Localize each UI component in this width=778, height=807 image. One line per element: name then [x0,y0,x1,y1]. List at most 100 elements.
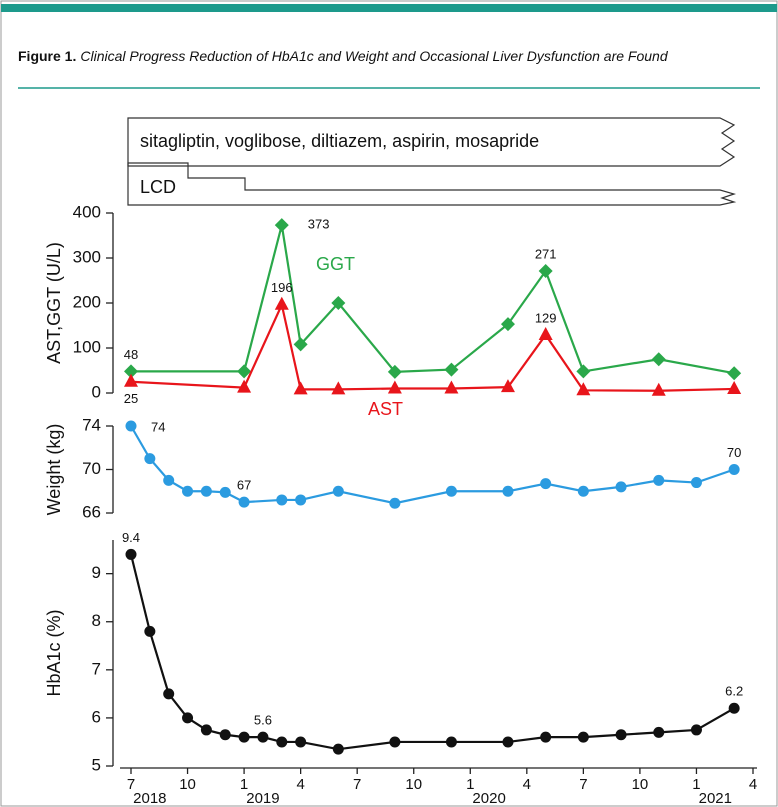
x-tick-label: 4 [749,776,757,793]
y-tick-label: 66 [82,502,101,521]
marker [690,724,702,736]
marker [727,380,742,394]
marker [276,736,288,748]
y-tick-label: 100 [73,337,101,356]
marker [125,420,137,432]
data-label: 9.4 [122,530,140,545]
marker [690,477,702,489]
figure-label: Figure 1. [18,48,76,64]
marker [331,296,346,310]
series-label: AST [368,399,403,419]
treatment-bar [127,117,736,167]
data-label: 271 [535,246,557,261]
marker [257,731,269,743]
marker [163,688,175,700]
y-axis-label: AST,GGT (U/L) [44,242,64,364]
y-tick-label: 400 [73,202,101,221]
marker [293,381,308,395]
marker [219,729,231,741]
marker [237,379,252,393]
data-label: 373 [308,217,330,232]
marker [444,362,459,377]
y-tick-label: 9 [92,563,101,582]
data-label: 67 [237,478,251,493]
marker [163,474,175,486]
marker [728,702,740,714]
x-tick-label: 10 [179,776,196,793]
y-tick-label: 0 [92,382,101,401]
marker [651,352,666,367]
x-tick-label: 7 [353,776,361,793]
marker [237,364,252,379]
series-line [131,224,735,375]
y-tick-label: 5 [92,755,101,774]
marker [182,485,194,497]
year-label: 2021 [699,790,732,807]
marker [332,485,344,497]
treatment-label: LCD [140,177,176,197]
treatment-label: sitagliptin, voglibose, diltiazem, aspir… [140,131,539,151]
x-tick-label: 10 [405,776,422,793]
marker [502,485,514,497]
y-tick-label: 70 [82,459,101,478]
series-label: GGT [316,254,355,274]
data-label: 70 [727,445,741,460]
y-tick-label: 6 [92,707,101,726]
marker [274,218,289,233]
marker [540,478,552,490]
top-band [1,4,777,12]
marker [389,736,401,748]
x-tick-label: 1 [240,776,248,793]
marker [125,548,137,560]
marker [500,317,515,332]
marker [577,485,589,497]
marker [238,496,250,508]
data-label: 129 [535,310,557,325]
marker [445,485,457,497]
y-tick-label: 200 [73,292,101,311]
marker [387,364,402,379]
marker [295,736,307,748]
marker [653,726,665,738]
marker [389,497,401,509]
data-label: 74 [151,419,165,434]
marker [124,364,138,379]
y-tick-label: 300 [73,247,101,266]
marker [182,712,194,724]
marker [332,743,344,755]
y-tick-label: 8 [92,611,101,630]
data-label: 196 [271,280,293,295]
figure-caption: Clinical Progress Reduction of HbA1c and… [80,48,668,64]
marker [144,625,156,637]
marker [445,736,457,748]
marker [651,382,666,396]
caption: Figure 1. Clinical Progress Reduction of … [18,48,669,64]
x-tick-label: 7 [579,776,587,793]
marker [444,380,459,394]
x-tick-label: 10 [632,776,649,793]
x-tick-label: 1 [692,776,700,793]
marker [615,481,627,493]
marker [124,373,138,387]
marker [293,337,308,352]
marker [615,729,627,741]
y-tick-label: 7 [92,659,101,678]
y-axis-label: HbA1c (%) [44,609,64,696]
marker [276,494,288,506]
marker [502,736,514,748]
marker [274,296,289,310]
marker [577,731,589,743]
year-label: 2019 [246,790,279,807]
x-tick-label: 7 [127,776,135,793]
data-label: 25 [124,391,138,406]
y-axis-label: Weight (kg) [44,424,64,516]
marker [219,486,231,498]
marker [387,380,402,394]
series-line [129,554,735,751]
marker [653,474,665,486]
marker [238,731,250,743]
x-tick-label: 4 [296,776,304,793]
marker [200,485,212,497]
